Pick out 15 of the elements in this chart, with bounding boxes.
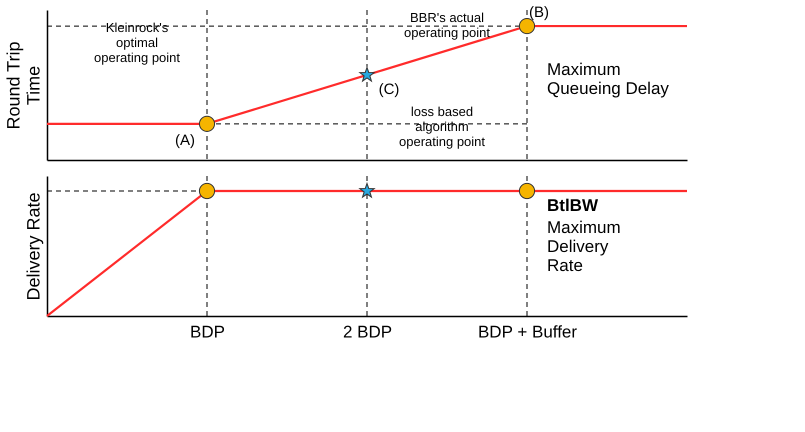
annotation: (A) (175, 132, 195, 149)
x-tick-label: BDP + Buffer (478, 322, 578, 342)
x-tick-label: 2 BDP (342, 322, 392, 342)
y-axis-title: Round Trip Time (4, 41, 44, 130)
text: Maximum (547, 218, 621, 237)
text: Delivery Rate (24, 192, 44, 301)
annotation: Kleinrock's optimal operating point (94, 20, 180, 65)
y-axis-title: Delivery Rate (547, 237, 609, 275)
annotation: Maximum Queueing Delay (547, 60, 670, 98)
x-tick-label: BDP (190, 322, 225, 342)
annotation: BtlBW (547, 196, 599, 215)
annotation: BBR's actual operating point (404, 10, 490, 40)
annotation: (B) (529, 4, 549, 22)
annotation: loss based algorithm operating point (398, 104, 486, 149)
annotation: (C) (378, 80, 400, 98)
